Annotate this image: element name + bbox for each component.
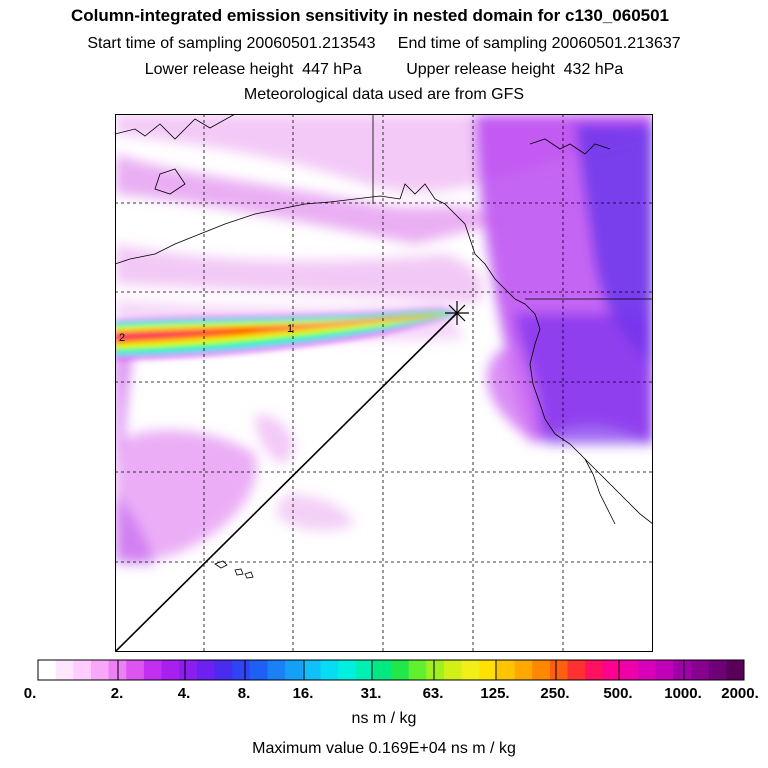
color-scale-segment xyxy=(338,660,357,680)
color-scale-segment xyxy=(285,660,304,680)
color-scale-segment xyxy=(567,660,586,680)
color-scale-segment xyxy=(620,660,639,680)
color-scale-segment xyxy=(426,660,445,680)
color-scale-segment xyxy=(391,660,410,680)
scale-tick-label: 2000. xyxy=(721,685,759,702)
scale-tick-label: 31. xyxy=(360,685,382,702)
meteorological-data-line: Meteorological data used are from GFS xyxy=(243,86,525,103)
color-scale-segment xyxy=(302,660,321,680)
color-scale-segment xyxy=(143,660,163,680)
emission-plume xyxy=(115,308,457,360)
emission-sensitivity-map: 2 1 xyxy=(115,114,653,652)
color-scale-segment xyxy=(161,660,180,680)
color-scale-segment xyxy=(90,660,110,680)
color-scale-segment xyxy=(708,660,727,680)
color-scale-segment xyxy=(408,660,427,680)
coastlines xyxy=(115,114,653,579)
nested-domain-outline xyxy=(372,114,653,300)
figure-title: Column-integrated emission sensitivity i… xyxy=(70,6,670,25)
color-scale-segment xyxy=(443,660,463,680)
scale-tick-label: 250. xyxy=(540,685,570,702)
color-scale-border xyxy=(37,659,745,681)
color-scale-segment xyxy=(479,660,498,680)
release-point-star xyxy=(445,301,469,325)
flight-track-line xyxy=(115,312,458,652)
color-scale-segment xyxy=(179,660,198,680)
color-scale-segment xyxy=(673,660,692,680)
scale-tick-label: 2. xyxy=(110,685,124,702)
color-scale-segment xyxy=(655,660,674,680)
color-scale-segment xyxy=(461,660,480,680)
units-label: ns m / kg xyxy=(351,710,417,727)
color-scale-segment xyxy=(73,660,92,680)
color-scale-segment xyxy=(691,660,710,680)
color-scale-segment xyxy=(549,660,568,680)
color-scale-segment xyxy=(232,660,251,680)
scale-tick-label: 0. xyxy=(23,685,37,702)
color-scale-segment xyxy=(514,660,533,680)
color-scale-segment xyxy=(55,660,74,680)
color-scale-segment xyxy=(638,660,657,680)
color-scale-segment xyxy=(320,660,339,680)
scale-tick-label: 125. xyxy=(480,685,510,702)
plume-label-2: 2 xyxy=(119,332,125,344)
scale-tick-label: 500. xyxy=(603,685,633,702)
color-scale-segment xyxy=(726,660,745,680)
color-scale-segment xyxy=(214,660,233,680)
color-scale-segment xyxy=(196,660,215,680)
color-scale-segment xyxy=(126,660,145,680)
color-scale-segment xyxy=(355,660,374,680)
color-scale-segment xyxy=(249,660,268,680)
color-scale-bar xyxy=(37,659,745,681)
color-scale-segment xyxy=(602,660,621,680)
plume-label-1: 1 xyxy=(287,323,293,335)
sampling-time-line: Start time of sampling 20060501.213543 E… xyxy=(87,35,681,52)
maximum-value-label: Maximum value 0.169E+04 ns m / kg xyxy=(252,740,516,757)
scale-tick-label: 1000. xyxy=(664,685,702,702)
scale-tick-label: 8. xyxy=(237,685,251,702)
scale-tick-label: 63. xyxy=(422,685,444,702)
color-scale-segment xyxy=(585,660,604,680)
color-scale-segment xyxy=(532,660,551,680)
color-scale-segment xyxy=(496,660,516,680)
color-scale-segment xyxy=(38,660,57,680)
scale-tick-label: 4. xyxy=(177,685,191,702)
color-scale-segment xyxy=(267,660,286,680)
scale-tick-label: 16. xyxy=(292,685,314,702)
release-height-line: Lower release height 447 hPa Upper relea… xyxy=(144,61,624,78)
color-scale-segment xyxy=(373,660,392,680)
